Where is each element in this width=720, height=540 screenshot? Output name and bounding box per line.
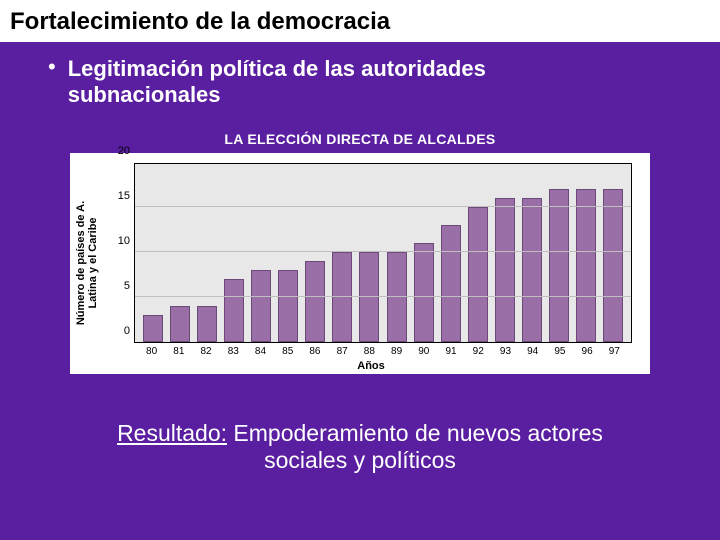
x-tick: 84 (250, 346, 270, 357)
y-tick: 20 (118, 145, 130, 157)
gridline (135, 296, 631, 297)
bar (224, 279, 244, 342)
bar (387, 252, 407, 342)
bullet-text: Legitimación política de las autoridades… (68, 56, 486, 109)
bar (414, 243, 434, 342)
bar (143, 315, 163, 342)
y-tick: 15 (118, 190, 130, 202)
gridline (135, 206, 631, 207)
bar (170, 306, 190, 342)
result-text-1: Empoderamiento de nuevos actores (227, 420, 603, 446)
title-band: Fortalecimiento de la democracia (0, 0, 720, 42)
y-tick: 0 (124, 325, 130, 337)
x-axis-ticks: 80 81 82 83 84 85 86 87 88 89 90 91 92 93 94 95 96 97 (134, 343, 632, 357)
bar (197, 306, 217, 342)
chart-title: LA ELECCIÓN DIRECTA DE ALCALDES (0, 131, 720, 147)
x-tick: 82 (196, 346, 216, 357)
bullet-line-2: subnacionales (68, 82, 221, 107)
bar (576, 189, 596, 342)
x-tick: 91 (441, 346, 461, 357)
x-tick: 86 (305, 346, 325, 357)
result-text-2: sociales y políticos (264, 447, 456, 473)
bar (603, 189, 623, 342)
x-tick: 81 (169, 346, 189, 357)
bar (495, 198, 515, 342)
plot-row: 05101520 (110, 163, 632, 343)
x-tick: 88 (359, 346, 379, 357)
bullet-item: • Legitimación política de las autoridad… (48, 56, 700, 109)
page-title: Fortalecimiento de la democracia (10, 8, 710, 36)
x-tick: 83 (223, 346, 243, 357)
gridline (135, 251, 631, 252)
x-tick: 94 (523, 346, 543, 357)
y-axis-ticks: 05101520 (110, 163, 134, 343)
y-axis-label: Número de países de A. Latina y el Carib… (75, 201, 99, 325)
bar (332, 252, 352, 342)
result-block: Resultado: Empoderamiento de nuevos acto… (0, 420, 720, 475)
x-tick: 87 (332, 346, 352, 357)
bullet-block: • Legitimación política de las autoridad… (0, 42, 720, 117)
bullet-dot-icon: • (48, 56, 56, 78)
chart-container: Número de países de A. Latina y el Carib… (70, 153, 650, 374)
x-tick: 95 (550, 346, 570, 357)
ylabel-line-2: Latina y el Caribe (87, 218, 99, 309)
xticks-spacer (110, 343, 134, 357)
bar (522, 198, 542, 342)
y-tick: 5 (124, 280, 130, 292)
plot-area (134, 163, 632, 343)
bullet-line-1: Legitimación política de las autoridades (68, 56, 486, 81)
bars-group (135, 164, 631, 342)
result-label: Resultado: (117, 420, 227, 446)
chart-main: 05101520 8081828384858687888990919293949… (104, 153, 650, 374)
ylabel-line-1: Número de países de A. (75, 201, 87, 325)
x-tick: 93 (495, 346, 515, 357)
x-tick: 85 (278, 346, 298, 357)
x-tick: 97 (604, 346, 624, 357)
y-axis-label-column: Número de países de A. Latina y el Carib… (70, 153, 104, 374)
y-tick: 10 (118, 235, 130, 247)
bar (305, 261, 325, 342)
bar (359, 252, 379, 342)
x-tick: 89 (387, 346, 407, 357)
x-tick: 90 (414, 346, 434, 357)
x-tick: 96 (577, 346, 597, 357)
bar (468, 207, 488, 342)
bar (441, 225, 461, 342)
bar (549, 189, 569, 342)
x-tick: 80 (142, 346, 162, 357)
bar (278, 270, 298, 342)
x-tick: 92 (468, 346, 488, 357)
x-axis-label: Años (110, 360, 632, 372)
bar (251, 270, 271, 342)
x-axis-row: 80 81 82 83 84 85 86 87 88 89 90 91 92 93 94 95 96 97 (110, 343, 632, 357)
